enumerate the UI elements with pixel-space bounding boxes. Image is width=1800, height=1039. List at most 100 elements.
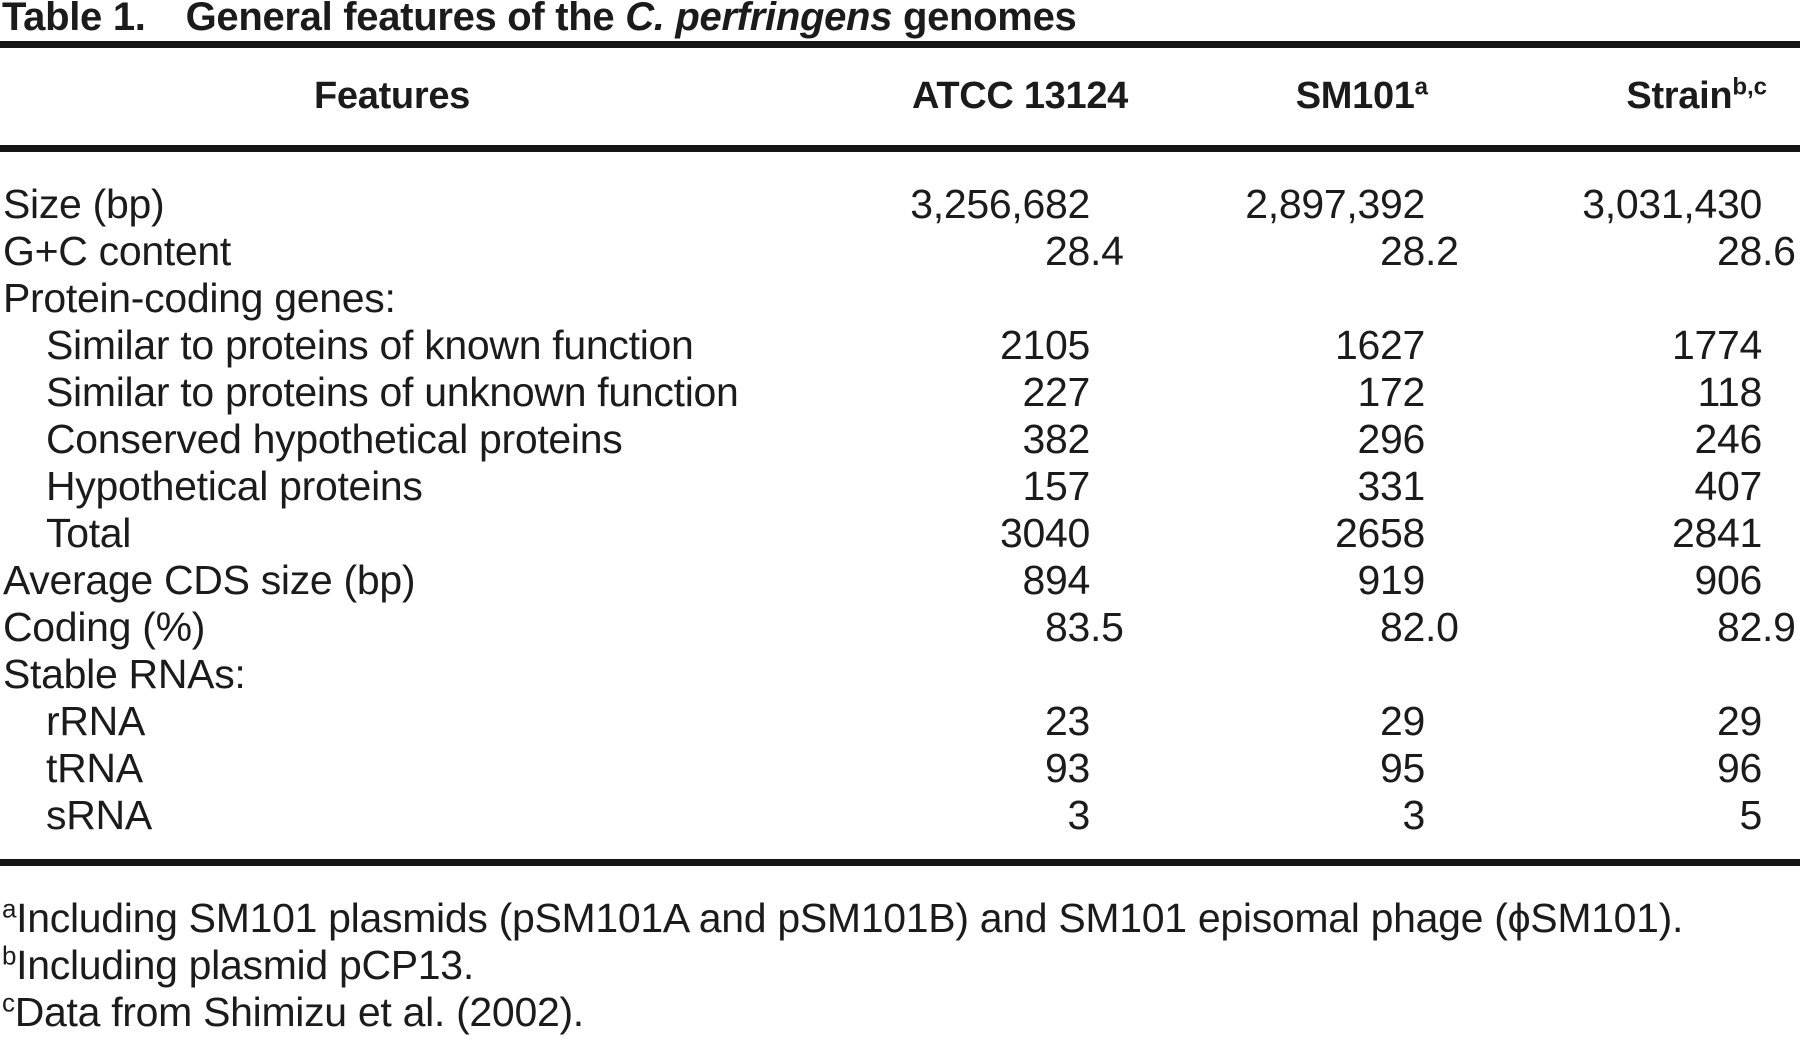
footnote-marker: b bbox=[2, 940, 17, 971]
cell-value: 96 bbox=[1716, 745, 1762, 791]
footnote-text: Including plasmid pCP13. bbox=[16, 942, 474, 988]
cell-value bbox=[856, 651, 1130, 698]
cell-value: 5 bbox=[1739, 792, 1762, 838]
row-label: G+C content bbox=[3, 228, 232, 274]
table-row: rRNA 23 29 29 bbox=[0, 698, 1800, 745]
table-row: Similar to proteins of unknown function 2… bbox=[0, 369, 1800, 416]
caption-text-2: genomes bbox=[892, 0, 1077, 39]
column-header-features: Features bbox=[313, 75, 470, 117]
row-label: tRNA bbox=[46, 745, 143, 791]
table-row: Coding (%) 83.5 82.0 82.9 bbox=[0, 604, 1800, 651]
cell-value bbox=[1130, 651, 1465, 698]
footnotes: aIncluding SM101 plasmids (pSM101A and p… bbox=[0, 869, 1800, 1036]
cell-value: 407 bbox=[1694, 463, 1762, 509]
cell-value: 29 bbox=[1379, 698, 1425, 744]
cell-value: 28.6 bbox=[1716, 228, 1796, 274]
table-body: Size (bp) 3,256,682 2,897,392 3,031,430 G+C … bbox=[0, 152, 1800, 839]
cell-value: 246 bbox=[1694, 416, 1762, 462]
column-header-label: SM101 bbox=[1295, 75, 1415, 117]
table-row: Stable RNAs: bbox=[0, 651, 1800, 698]
cell-value: 28.4 bbox=[1044, 228, 1124, 274]
row-label: Stable RNAs: bbox=[3, 651, 246, 697]
footnote: bIncluding plasmid pCP13. bbox=[0, 942, 1800, 989]
row-label: Size (bp) bbox=[3, 181, 165, 227]
table-row: Total 3040 2658 2841 bbox=[0, 510, 1800, 557]
cell-value: 2105 bbox=[999, 322, 1090, 368]
cell-value: 3,256,682 bbox=[910, 181, 1090, 227]
table-row: sRNA 3 3 5 bbox=[0, 792, 1800, 839]
cell-value: 2658 bbox=[1334, 510, 1425, 556]
top-rule bbox=[0, 41, 1800, 48]
row-label: Coding (%) bbox=[3, 604, 206, 650]
table-row: Hypothetical proteins 157 331 407 bbox=[0, 463, 1800, 510]
column-header-label: Strain bbox=[1626, 75, 1733, 117]
footnote-text: Data from Shimizu et al. (2002). bbox=[14, 989, 584, 1035]
table-row: Average CDS size (bp) 894 919 906 bbox=[0, 557, 1800, 604]
cell-value: 3 bbox=[1402, 792, 1425, 838]
footnote-marker: a bbox=[2, 893, 17, 924]
row-label: Similar to proteins of unknown function bbox=[46, 369, 739, 415]
cell-value: 227 bbox=[1022, 369, 1090, 415]
table-row: Protein-coding genes: bbox=[0, 275, 1800, 322]
table-header-row: Features ATCC 13124 SM101a Strainb,c bbox=[0, 48, 1800, 145]
cell-value: 382 bbox=[1022, 416, 1090, 462]
column-header-atcc-13124: ATCC 13124 bbox=[856, 75, 1130, 118]
cell-value: 894 bbox=[1022, 557, 1090, 603]
row-label: Average CDS size (bp) bbox=[3, 557, 416, 603]
column-header-sm101: SM101a bbox=[1130, 75, 1465, 118]
cell-value: 172 bbox=[1357, 369, 1425, 415]
table-number: Table 1. bbox=[2, 0, 146, 39]
cell-value: 3,031,430 bbox=[1582, 181, 1762, 227]
footnote-marker: c bbox=[2, 987, 15, 1018]
cell-value: 2,897,392 bbox=[1245, 181, 1425, 227]
cell-value: 906 bbox=[1694, 557, 1762, 603]
cell-value: 28.2 bbox=[1379, 228, 1459, 274]
table-row: tRNA 93 95 96 bbox=[0, 745, 1800, 792]
cell-value: 23 bbox=[1044, 698, 1090, 744]
table-caption: General features of the C. perfringens g… bbox=[186, 0, 1077, 39]
cell-value: 1627 bbox=[1334, 322, 1425, 368]
column-header-superscript: b,c bbox=[1732, 73, 1767, 101]
cell-value: 95 bbox=[1379, 745, 1425, 791]
row-label: Similar to proteins of known function bbox=[46, 322, 694, 368]
cell-value bbox=[1465, 651, 1800, 698]
table-row: Conserved hypothetical proteins 382 296 246 bbox=[0, 416, 1800, 463]
cell-value: 919 bbox=[1357, 557, 1425, 603]
row-label: rRNA bbox=[46, 698, 146, 744]
column-header-strain: Strainb,c bbox=[1465, 75, 1800, 118]
column-header-label: ATCC 13124 bbox=[912, 75, 1128, 117]
cell-value: 3 bbox=[1067, 792, 1090, 838]
cell-value: 157 bbox=[1022, 463, 1090, 509]
column-header-superscript: a bbox=[1414, 73, 1428, 101]
table-row: G+C content 28.4 28.2 28.6 bbox=[0, 228, 1800, 275]
table-row: Similar to proteins of known function 210… bbox=[0, 322, 1800, 369]
row-label: Hypothetical proteins bbox=[46, 463, 423, 509]
table-title: Table 1. General features of the C. perfr… bbox=[2, 0, 1077, 40]
cell-value bbox=[1130, 275, 1465, 322]
header-rule bbox=[0, 145, 1800, 152]
row-label: Protein-coding genes: bbox=[3, 275, 396, 321]
table-row: Size (bp) 3,256,682 2,897,392 3,031,430 bbox=[0, 181, 1800, 228]
footnote: cData from Shimizu et al. (2002). bbox=[0, 989, 1800, 1036]
cell-value: 93 bbox=[1044, 745, 1090, 791]
row-label: Conserved hypothetical proteins bbox=[46, 416, 623, 462]
cell-value bbox=[1465, 275, 1800, 322]
caption-species-name: C. perfringens bbox=[625, 0, 893, 39]
footnote: aIncluding SM101 plasmids (pSM101A and p… bbox=[0, 895, 1800, 942]
cell-value: 82.0 bbox=[1379, 604, 1459, 650]
cell-value: 29 bbox=[1716, 698, 1762, 744]
cell-value: 82.9 bbox=[1716, 604, 1796, 650]
cell-value: 331 bbox=[1357, 463, 1425, 509]
row-label: sRNA bbox=[46, 792, 152, 838]
bottom-rule bbox=[0, 859, 1800, 866]
cell-value: 83.5 bbox=[1044, 604, 1124, 650]
caption-text-1: General features of the bbox=[185, 0, 626, 39]
cell-value bbox=[856, 275, 1130, 322]
cell-value: 1774 bbox=[1671, 322, 1762, 368]
cell-value: 118 bbox=[1697, 369, 1763, 415]
cell-value: 3040 bbox=[999, 510, 1090, 556]
footnote-text: Including SM101 plasmids (pSM101A and pS… bbox=[16, 895, 1684, 941]
cell-value: 296 bbox=[1357, 416, 1425, 462]
cell-value: 2841 bbox=[1671, 510, 1762, 556]
